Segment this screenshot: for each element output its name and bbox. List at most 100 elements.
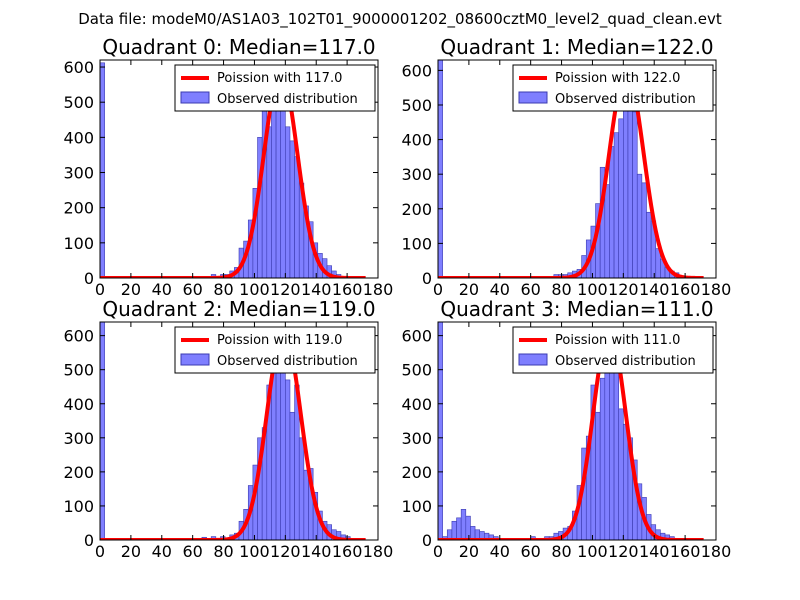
x-tick-label: 180 <box>363 280 394 299</box>
x-tick-label: 0 <box>95 542 105 561</box>
y-tick-label: 500 <box>63 93 94 112</box>
poisson-curve <box>438 68 705 278</box>
x-tick-label: 0 <box>433 280 443 299</box>
y-tick-label: 600 <box>401 61 432 80</box>
legend-bar-swatch <box>180 353 210 366</box>
x-tick-label: 40 <box>152 280 172 299</box>
x-tick-label: 140 <box>639 542 670 561</box>
histogram-bar <box>613 132 620 278</box>
legend-label-observed: Observed distribution <box>217 354 358 369</box>
y-tick-label: 100 <box>401 234 432 253</box>
histogram-bar <box>604 184 610 278</box>
x-tick-label: 80 <box>551 280 571 299</box>
y-tick-label: 600 <box>63 58 94 77</box>
quadrant-3-frame <box>437 321 717 541</box>
y-tick-label: 100 <box>63 497 94 516</box>
legend-bar-swatch <box>180 91 210 104</box>
histogram-bar <box>618 118 624 278</box>
x-tick-label: 100 <box>577 542 608 561</box>
x-tick-label: 120 <box>608 280 639 299</box>
y-tick-label: 300 <box>401 165 432 184</box>
y-tick-label: 300 <box>63 164 94 183</box>
y-tick-label: 400 <box>63 128 94 147</box>
x-tick-label: 160 <box>332 280 363 299</box>
y-tick-label: 400 <box>401 395 432 414</box>
quadrant-0-panel: Quadrant 0: Median=117.00 20 40 60 80 100 120 1… <box>63 35 393 299</box>
histogram-bar <box>289 140 295 278</box>
histogram-bar <box>460 509 467 540</box>
histogram-bar <box>609 146 615 278</box>
histogram-bar <box>438 322 443 540</box>
histogram-bar <box>275 101 282 278</box>
quadrant-1-frame <box>437 59 717 279</box>
quadrant-3-title: Quadrant 3: Median=111.0 <box>440 297 713 321</box>
x-tick-label: 140 <box>639 280 670 299</box>
x-tick-label: 20 <box>121 542 141 561</box>
x-tick-label: 100 <box>239 542 270 561</box>
legend-label-observed: Observed distribution <box>217 92 358 107</box>
x-tick-label: 180 <box>363 542 394 561</box>
y-tick-label: 200 <box>63 199 94 218</box>
histogram-bar <box>285 379 291 540</box>
legend-label-observed: Observed distribution <box>555 92 696 107</box>
quadrant-2-panel: Quadrant 2: Median=119.00 20 40 60 80 100 120 1… <box>63 297 393 561</box>
y-tick-label: 500 <box>401 96 432 115</box>
y-tick-label: 200 <box>401 463 432 482</box>
histogram-bar <box>646 211 652 278</box>
histogram-bar <box>285 126 291 278</box>
y-tick-label: 300 <box>401 429 432 448</box>
histogram-bar <box>613 367 620 540</box>
x-tick-label: 160 <box>670 280 701 299</box>
legend-label-observed: Observed distribution <box>555 354 696 369</box>
y-tick-label: 400 <box>63 395 94 414</box>
histogram-bar <box>289 411 295 540</box>
quadrant-2-title: Quadrant 2: Median=119.0 <box>102 297 375 321</box>
figure-suptitle: Data file: modeM0/AS1A03_102T01_90000012… <box>78 10 722 29</box>
histogram-bar <box>100 62 105 278</box>
x-tick-label: 160 <box>670 542 701 561</box>
y-tick-label: 0 <box>422 269 432 288</box>
histogram-bar <box>595 411 601 540</box>
x-tick-label: 40 <box>490 280 510 299</box>
quadrant-0-legend: Poission with 117.0 Observed distribution <box>174 64 376 112</box>
histogram-bar <box>470 526 476 540</box>
y-tick-label: 100 <box>63 234 94 253</box>
quadrant-1-legend: Poission with 122.0 Observed distribution <box>512 64 714 112</box>
legend-bar-swatch <box>518 91 548 104</box>
x-tick-label: 180 <box>701 280 732 299</box>
histogram-bar <box>623 82 629 278</box>
poisson-curve <box>100 70 367 278</box>
histogram-bar <box>632 111 638 278</box>
y-tick-label: 100 <box>401 497 432 516</box>
y-tick-label: 500 <box>63 361 94 380</box>
histogram-bar <box>451 520 457 540</box>
y-tick-label: 200 <box>63 463 94 482</box>
y-tick-label: 400 <box>401 131 432 150</box>
quadrant-2-legend: Poission with 119.0 Observed distribution <box>174 326 376 374</box>
histogram-bar <box>456 517 462 540</box>
legend-bar-swatch <box>518 353 548 366</box>
x-tick-label: 120 <box>270 280 301 299</box>
y-tick-label: 300 <box>63 429 94 448</box>
histogram-bar <box>599 377 606 540</box>
x-tick-label: 0 <box>433 542 443 561</box>
x-tick-label: 0 <box>95 280 105 299</box>
x-tick-label: 40 <box>490 542 510 561</box>
x-tick-label: 120 <box>608 542 639 561</box>
x-tick-label: 120 <box>270 542 301 561</box>
y-tick-label: 500 <box>401 361 432 380</box>
quadrant-1-panel: Quadrant 1: Median=122.00 20 40 60 80 100 120 1… <box>401 35 731 299</box>
x-tick-label: 140 <box>301 280 332 299</box>
quadrant-3-panel: Quadrant 3: Median=111.00 20 40 60 80 100 120 1… <box>401 297 731 561</box>
poisson-curve <box>438 328 705 540</box>
x-tick-label: 40 <box>152 542 172 561</box>
histogram-bar <box>280 100 286 278</box>
histogram-bar <box>618 408 624 540</box>
histogram-bar <box>438 60 443 278</box>
x-tick-label: 60 <box>182 280 202 299</box>
y-tick-label: 600 <box>401 327 432 346</box>
x-tick-label: 160 <box>332 542 363 561</box>
histogram-bar <box>623 423 629 540</box>
histogram-bar <box>271 369 277 540</box>
